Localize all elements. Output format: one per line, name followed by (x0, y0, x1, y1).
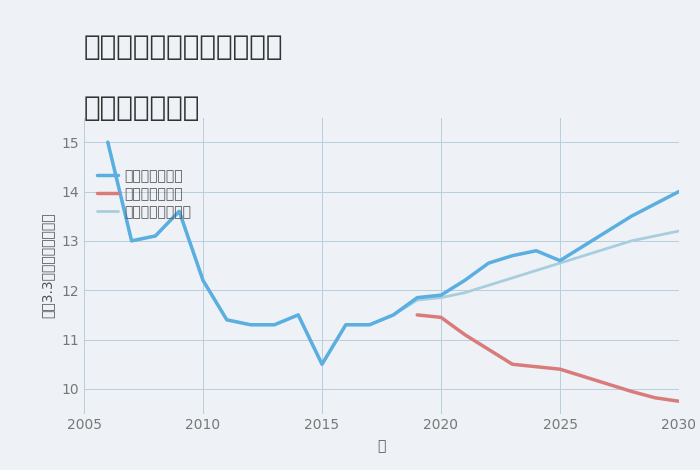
グッドシナリオ (318, 361, 326, 367)
ノーマルシナリオ (580, 253, 588, 258)
Line: グッドシナリオ: グッドシナリオ (108, 142, 679, 364)
バッドシナリオ (556, 367, 564, 372)
グッドシナリオ (294, 312, 302, 318)
ノーマルシナリオ (246, 322, 255, 328)
Line: バッドシナリオ: バッドシナリオ (417, 315, 679, 401)
ノーマルシナリオ (389, 312, 398, 318)
ノーマルシナリオ (151, 233, 160, 239)
Text: 土地の価格推移: 土地の価格推移 (84, 94, 200, 122)
グッドシナリオ (651, 201, 659, 207)
ノーマルシナリオ (342, 322, 350, 328)
グッドシナリオ (484, 260, 493, 266)
グッドシナリオ (580, 243, 588, 249)
グッドシナリオ (437, 292, 445, 298)
ノーマルシナリオ (223, 317, 231, 322)
グッドシナリオ (342, 322, 350, 328)
ノーマルシナリオ (461, 290, 469, 296)
バッドシナリオ (532, 364, 540, 369)
ノーマルシナリオ (603, 245, 612, 251)
ノーマルシナリオ (270, 322, 279, 328)
バッドシナリオ (484, 347, 493, 352)
グッドシナリオ (223, 317, 231, 322)
グッドシナリオ (175, 209, 183, 214)
ノーマルシナリオ (413, 297, 421, 303)
グッドシナリオ (389, 312, 398, 318)
Line: ノーマルシナリオ: ノーマルシナリオ (108, 142, 679, 364)
バッドシナリオ (603, 381, 612, 387)
バッドシナリオ (627, 389, 636, 394)
バッドシナリオ (413, 312, 421, 318)
ノーマルシナリオ (437, 295, 445, 300)
グッドシナリオ (461, 278, 469, 283)
ノーマルシナリオ (104, 139, 112, 145)
バッドシナリオ (461, 332, 469, 337)
ノーマルシナリオ (484, 282, 493, 288)
グッドシナリオ (151, 233, 160, 239)
バッドシナリオ (651, 395, 659, 400)
バッドシナリオ (580, 374, 588, 379)
ノーマルシナリオ (532, 267, 540, 273)
Y-axis label: 平（3.3㎡）単価（万円）: 平（3.3㎡）単価（万円） (41, 213, 55, 318)
バッドシナリオ (675, 399, 683, 404)
グッドシナリオ (508, 253, 517, 258)
Text: 三重県桑名市長島町浦安の: 三重県桑名市長島町浦安の (84, 33, 284, 61)
グッドシナリオ (532, 248, 540, 253)
グッドシナリオ (127, 238, 136, 243)
グッドシナリオ (365, 322, 374, 328)
グッドシナリオ (199, 278, 207, 283)
グッドシナリオ (246, 322, 255, 328)
ノーマルシナリオ (508, 275, 517, 281)
グッドシナリオ (603, 228, 612, 234)
ノーマルシナリオ (627, 238, 636, 243)
グッドシナリオ (270, 322, 279, 328)
ノーマルシナリオ (175, 209, 183, 214)
ノーマルシナリオ (127, 238, 136, 243)
ノーマルシナリオ (651, 233, 659, 239)
ノーマルシナリオ (556, 260, 564, 266)
バッドシナリオ (437, 314, 445, 320)
ノーマルシナリオ (365, 322, 374, 328)
X-axis label: 年: 年 (377, 439, 386, 454)
バッドシナリオ (508, 361, 517, 367)
グッドシナリオ (675, 189, 683, 195)
ノーマルシナリオ (199, 278, 207, 283)
ノーマルシナリオ (675, 228, 683, 234)
グッドシナリオ (104, 139, 112, 145)
ノーマルシナリオ (294, 312, 302, 318)
グッドシナリオ (556, 258, 564, 264)
Legend: グッドシナリオ, バッドシナリオ, ノーマルシナリオ: グッドシナリオ, バッドシナリオ, ノーマルシナリオ (97, 169, 192, 219)
グッドシナリオ (413, 295, 421, 300)
グッドシナリオ (627, 213, 636, 219)
ノーマルシナリオ (318, 361, 326, 367)
